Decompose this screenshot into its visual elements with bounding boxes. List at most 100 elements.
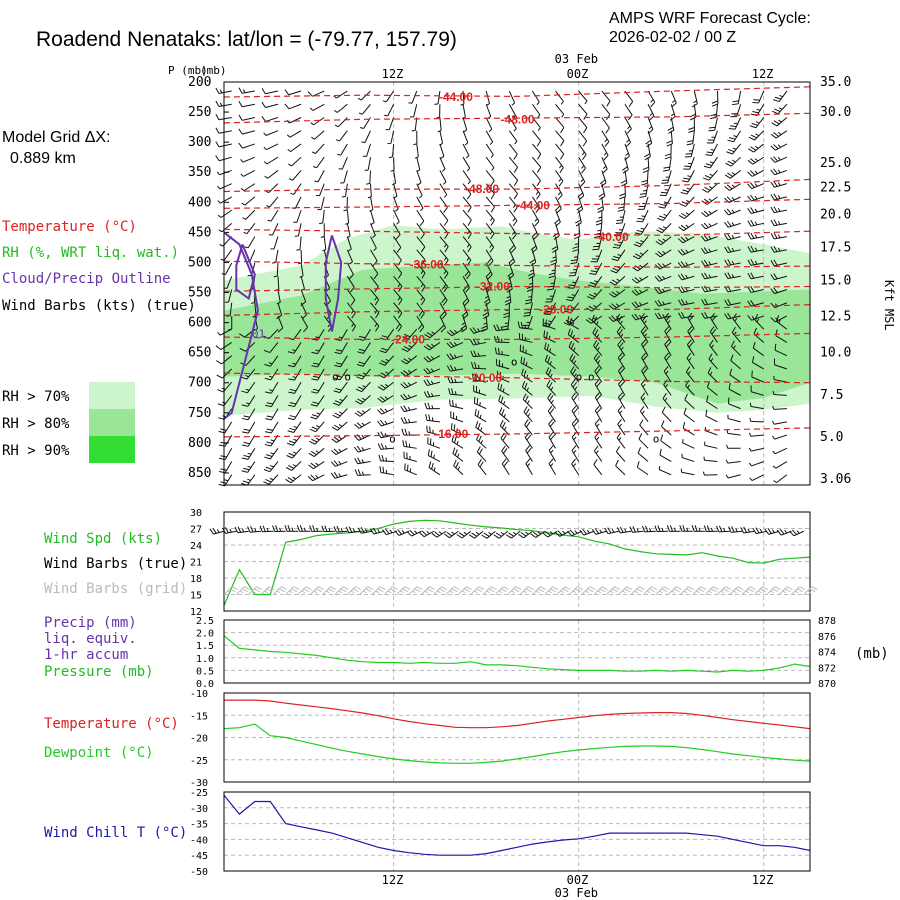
wind-barb — [751, 370, 764, 383]
kft-tick: 3.06 — [820, 472, 851, 487]
wind-barb — [617, 418, 626, 436]
legend-cloud: Cloud/Precip Outline — [2, 271, 171, 287]
wind-barb — [241, 461, 256, 473]
label-pressure: Pressure (mb) — [44, 664, 154, 680]
precip-pressure-panel: 0.0 0.51.0 1.52.0 2.5 870 872 874 876 878 — [196, 616, 836, 690]
label-precip-accum: 1-hr accum — [44, 647, 128, 663]
wind-barb — [751, 356, 764, 370]
wind-barb — [614, 223, 626, 237]
cross-section-frame — [223, 81, 811, 486]
wind-barb — [241, 395, 256, 407]
wind-barb-grid — [396, 586, 411, 595]
pressure-tick: 700 — [188, 376, 211, 391]
pressure-tick: 200 — [188, 75, 211, 90]
wind-barb — [508, 117, 517, 132]
wind-barb — [476, 446, 487, 462]
wind-barb — [334, 355, 348, 368]
wind-barb — [364, 157, 371, 171]
wind-barb — [297, 249, 303, 265]
wind-barb — [532, 130, 542, 147]
wind-barb — [608, 289, 626, 298]
wind-barb — [532, 156, 542, 173]
wind-barb — [616, 432, 626, 449]
windchill-ytick: -40 — [190, 835, 208, 846]
wind-barb — [485, 130, 494, 145]
wind-barb — [728, 382, 741, 396]
wind-barb-true — [382, 528, 397, 536]
wind-barb — [647, 104, 655, 121]
temperature-contour-label: -32.00 — [476, 280, 510, 294]
wind-barb-true — [654, 525, 669, 533]
wind-barb-true — [740, 526, 755, 534]
wind-barb-true — [691, 525, 706, 532]
wind-barb — [388, 143, 395, 159]
wind-barb — [401, 428, 417, 436]
wind-barb — [320, 223, 325, 238]
wind-barb — [384, 104, 395, 117]
wind-barb — [356, 355, 371, 367]
wind-barb — [645, 130, 653, 148]
wind-barb — [518, 332, 533, 343]
wind-barb — [354, 421, 371, 429]
wind-ytick: 24 — [190, 541, 202, 552]
wind-barb — [220, 249, 233, 261]
wind-barb — [631, 301, 649, 309]
wind-barb — [636, 461, 649, 476]
wind-barb — [703, 456, 718, 463]
wind-barb — [330, 471, 348, 479]
wind-barb — [702, 183, 718, 193]
wind-barb — [485, 236, 495, 253]
wind-barb — [284, 103, 302, 110]
wind-barb — [221, 262, 233, 275]
wind-barb — [353, 445, 371, 453]
wind-barb — [772, 103, 788, 115]
wind-barb — [469, 338, 487, 346]
wind-barb — [400, 381, 417, 389]
wind-barb — [240, 368, 256, 380]
wind-barb — [446, 353, 464, 360]
wind-barb — [311, 130, 325, 140]
wind-barb — [263, 474, 279, 485]
wind-barb — [770, 232, 787, 240]
wind-barb — [700, 222, 718, 230]
wind-barb — [462, 196, 472, 213]
wind-barb — [471, 362, 487, 370]
wind-barb-true — [567, 529, 582, 537]
wind-barb — [680, 183, 695, 195]
wind-barb — [578, 117, 588, 134]
wind-barb — [357, 342, 371, 354]
wind-barb — [477, 459, 487, 476]
temperature-contour-label: -24.00 — [391, 332, 425, 346]
wind-barb — [599, 170, 607, 187]
wind-barb-true — [247, 525, 262, 533]
wind-barb — [597, 196, 604, 213]
wind-barb — [663, 379, 672, 396]
wind-barb — [447, 376, 464, 384]
wind-barb — [309, 103, 325, 111]
wind-barb — [641, 352, 649, 370]
wind-barb — [346, 249, 353, 265]
wind-barb — [315, 183, 325, 197]
wind-barb-true — [221, 527, 237, 534]
wind-barb-grid — [791, 586, 806, 595]
wind-barb — [345, 210, 350, 225]
kft-tick: 7.5 — [820, 388, 843, 403]
wind-barb-grid — [766, 586, 781, 595]
wind-barb — [290, 183, 302, 195]
wind-barb — [660, 434, 672, 449]
wind-barb — [346, 289, 356, 306]
wind-barb — [276, 302, 283, 320]
wind-barb — [354, 408, 371, 417]
wind-barb — [508, 143, 518, 160]
wind-barb — [702, 170, 718, 181]
temperature-contour-label: -36.00 — [410, 257, 444, 271]
wind-barb — [501, 445, 510, 462]
label-temperature: Temperature (°C) — [44, 716, 179, 732]
wind-barb-true — [679, 525, 693, 532]
wind-barb-true — [703, 525, 718, 533]
wind-barb — [485, 117, 493, 132]
wind-barb — [711, 91, 719, 107]
wind-barb — [294, 223, 302, 237]
wind-barb — [770, 193, 787, 201]
wind-barb — [425, 414, 440, 423]
